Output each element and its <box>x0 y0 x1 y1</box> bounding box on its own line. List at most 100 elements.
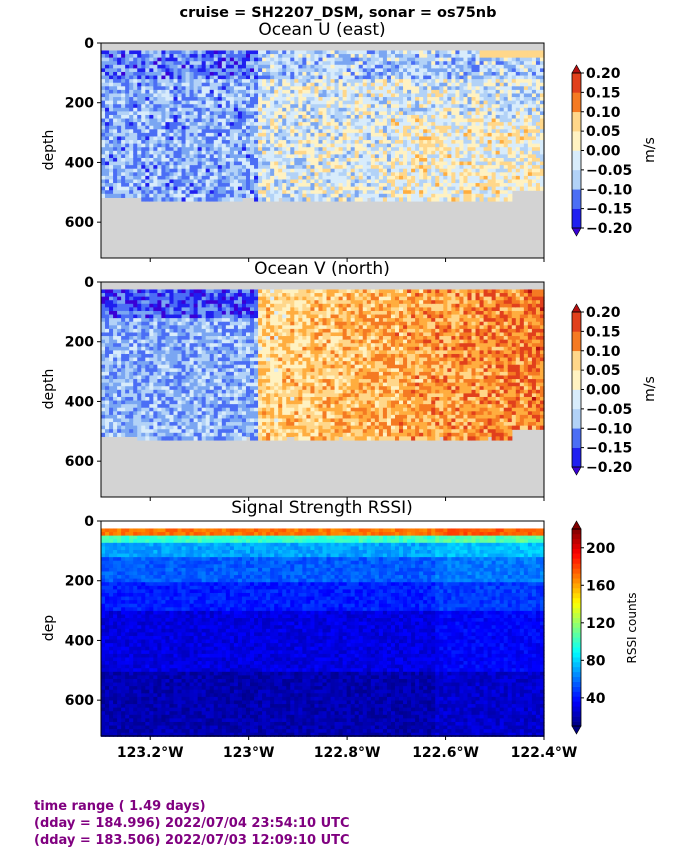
heatmap-cell <box>411 54 416 59</box>
heatmap-cell <box>531 122 537 127</box>
heatmap-cell <box>451 157 456 163</box>
heatmap-cell <box>197 183 203 188</box>
heatmap-cell <box>129 429 134 434</box>
heatmap-cell <box>390 172 396 177</box>
heatmap-cell <box>415 61 420 66</box>
heatmap-cell <box>137 107 142 112</box>
heatmap-cell <box>511 75 517 80</box>
heatmap-cell <box>133 293 138 298</box>
heatmap-cell <box>334 61 340 66</box>
heatmap-cell <box>531 140 537 145</box>
heatmap-cell <box>495 165 501 170</box>
heatmap-cell <box>459 190 465 195</box>
heatmap-cell <box>229 186 235 191</box>
heatmap-cell <box>241 50 247 55</box>
heatmap-cell <box>185 57 191 62</box>
heatmap-cell <box>165 172 171 177</box>
heatmap-cell <box>443 107 448 112</box>
heatmap-cell <box>254 179 259 184</box>
heatmap-cell <box>386 97 392 102</box>
heatmap-cell <box>125 357 130 362</box>
heatmap-cell <box>229 150 235 155</box>
heatmap-cell <box>346 111 352 116</box>
heatmap-cell <box>378 104 384 109</box>
heatmap-cell <box>330 104 336 109</box>
heatmap-cell <box>411 129 416 134</box>
heatmap-cell <box>181 107 187 112</box>
heatmap-cell <box>431 140 436 145</box>
heatmap-cell <box>161 132 167 138</box>
heatmap-cell <box>177 168 183 173</box>
heatmap-cell <box>105 118 110 123</box>
heatmap-cell <box>423 104 428 109</box>
heatmap-cell <box>165 97 171 102</box>
heatmap-cell <box>507 143 513 148</box>
heatmap-cell <box>121 314 126 319</box>
heatmap-cell <box>217 125 223 130</box>
heatmap-cell <box>467 179 473 184</box>
heatmap-cell <box>487 79 493 84</box>
heatmap-cell <box>479 190 485 195</box>
heatmap-cell <box>129 353 134 359</box>
heatmap-cell <box>125 157 130 163</box>
heatmap-cell <box>197 75 203 80</box>
heatmap-cell <box>467 165 473 170</box>
heatmap-cell <box>201 165 207 170</box>
heatmap-cell <box>157 147 163 152</box>
heatmap-cell <box>483 122 489 127</box>
heatmap-cell <box>519 168 525 173</box>
heatmap-cell <box>515 54 521 59</box>
heatmap-cell <box>310 140 316 145</box>
heatmap-cell <box>390 100 396 105</box>
heatmap-cell <box>310 143 316 148</box>
heatmap-cell <box>423 190 428 195</box>
heatmap-cell <box>531 75 537 80</box>
heatmap-cell <box>455 150 461 155</box>
heatmap-cell <box>503 111 509 116</box>
heatmap-cell <box>350 175 356 181</box>
heatmap-cell <box>439 190 444 195</box>
heatmap-cell <box>137 57 142 62</box>
heatmap-cell <box>270 122 275 127</box>
heatmap-cell <box>241 183 247 188</box>
heatmap-cell <box>121 339 126 344</box>
heatmap-cell <box>153 107 158 112</box>
heatmap-cell <box>153 93 158 98</box>
heatmap-cell <box>262 154 267 159</box>
heatmap-cell <box>109 64 114 69</box>
heatmap-cell <box>101 357 106 362</box>
heatmap-cell <box>177 165 183 170</box>
heatmap-cell <box>189 125 195 130</box>
heatmap-cell <box>205 89 211 95</box>
heatmap-cell <box>217 193 223 198</box>
heatmap-cell <box>262 97 267 102</box>
heatmap-cell <box>427 186 432 191</box>
heatmap-cell <box>415 165 420 170</box>
heatmap-cell <box>382 68 388 73</box>
heatmap-cell <box>354 111 360 116</box>
heatmap-cell <box>294 125 299 130</box>
heatmap-cell <box>370 168 376 173</box>
heatmap-cell <box>378 175 384 181</box>
heatmap-cell <box>423 97 428 102</box>
heatmap-cell <box>109 364 114 369</box>
heatmap-cell <box>250 175 255 181</box>
heatmap-cell <box>113 425 118 430</box>
heatmap-cell <box>499 82 505 87</box>
heatmap-cell <box>177 61 183 66</box>
heatmap-cell <box>141 93 146 98</box>
heatmap-cell <box>237 79 243 84</box>
heatmap-cell <box>254 136 259 141</box>
heatmap-cell <box>531 111 537 116</box>
heatmap-cell <box>443 143 448 148</box>
heatmap-cell <box>225 104 231 109</box>
heatmap-cell <box>415 122 420 127</box>
heatmap-cell <box>101 368 106 373</box>
heatmap-cell <box>423 54 428 59</box>
heatmap-cell <box>153 197 158 202</box>
heatmap-cell <box>101 165 106 170</box>
heatmap-cell <box>483 193 489 198</box>
heatmap-cell <box>527 175 533 181</box>
heatmap-cell <box>378 57 384 62</box>
heatmap-cell <box>266 75 271 80</box>
